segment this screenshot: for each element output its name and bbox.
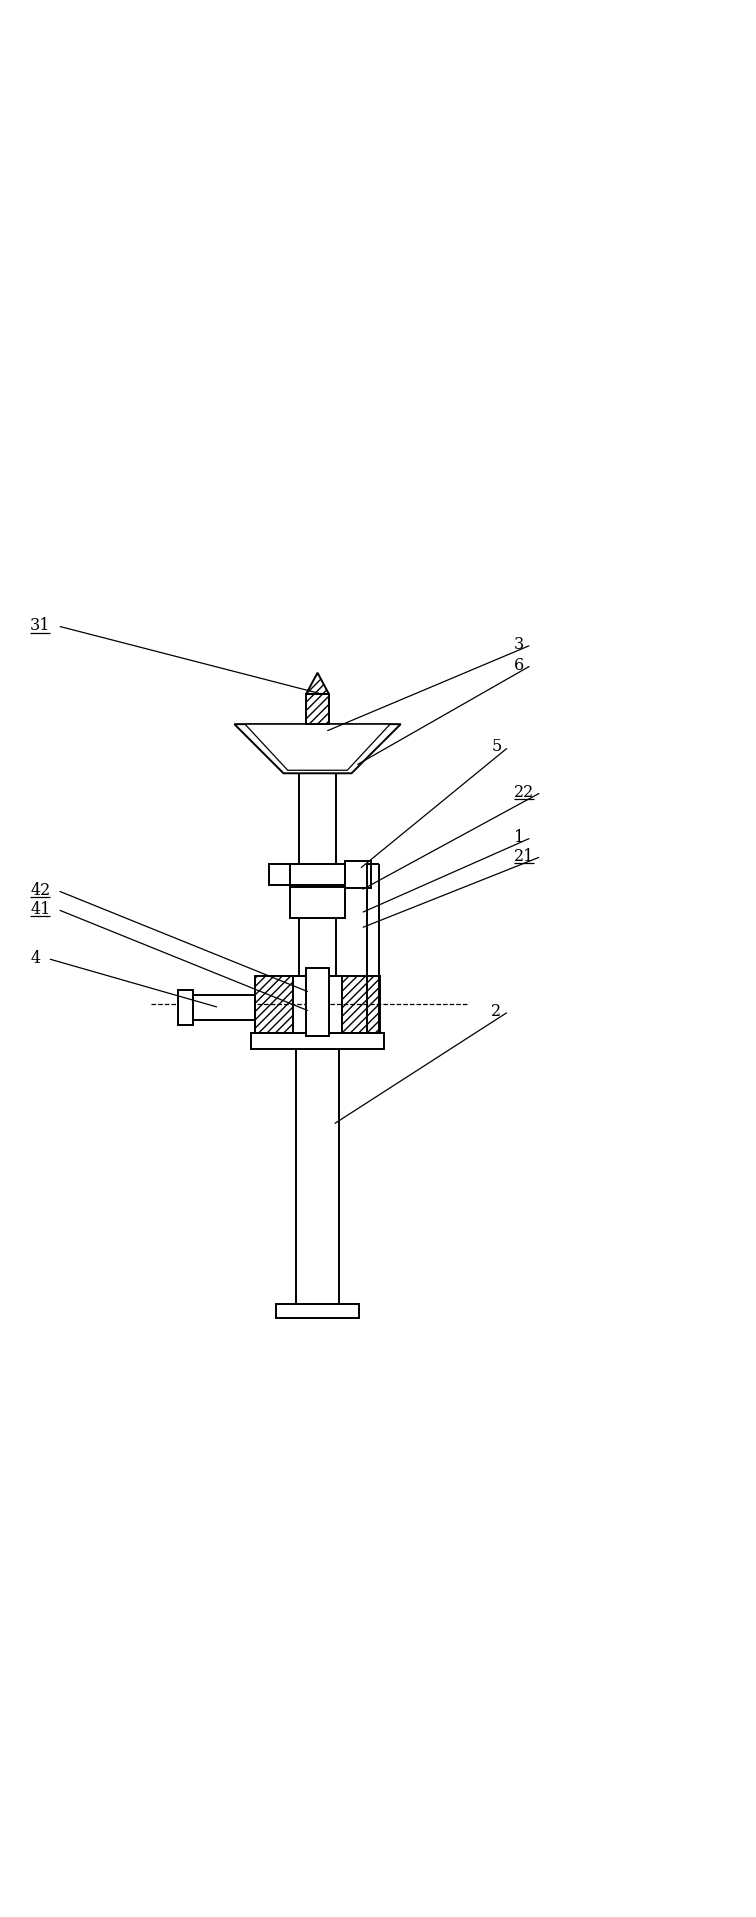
Bar (290, 888, 345, 918)
Text: 6: 6 (514, 658, 525, 673)
Polygon shape (234, 725, 401, 773)
Bar (290, 865, 345, 886)
Text: 21: 21 (514, 847, 534, 865)
Text: 41: 41 (30, 901, 51, 918)
Bar (306, 694, 329, 725)
Bar (299, 888, 336, 976)
Bar (276, 1304, 359, 1317)
Bar (255, 976, 380, 1033)
Text: 5: 5 (491, 738, 502, 755)
Text: 1: 1 (514, 828, 525, 845)
Bar (269, 865, 290, 886)
Text: 2: 2 (491, 1003, 501, 1020)
Text: 31: 31 (30, 617, 51, 635)
Text: 42: 42 (30, 882, 51, 899)
Polygon shape (306, 673, 329, 694)
Bar (293, 976, 342, 1033)
Bar (296, 1049, 339, 1304)
Bar (299, 773, 336, 865)
Bar (345, 861, 371, 888)
Text: 4: 4 (30, 951, 40, 966)
Polygon shape (245, 725, 390, 771)
Text: 3: 3 (514, 636, 525, 654)
Bar (193, 995, 255, 1020)
Bar (251, 1033, 384, 1049)
Bar (178, 991, 193, 1026)
Text: 22: 22 (514, 784, 534, 801)
Bar (306, 968, 329, 1037)
